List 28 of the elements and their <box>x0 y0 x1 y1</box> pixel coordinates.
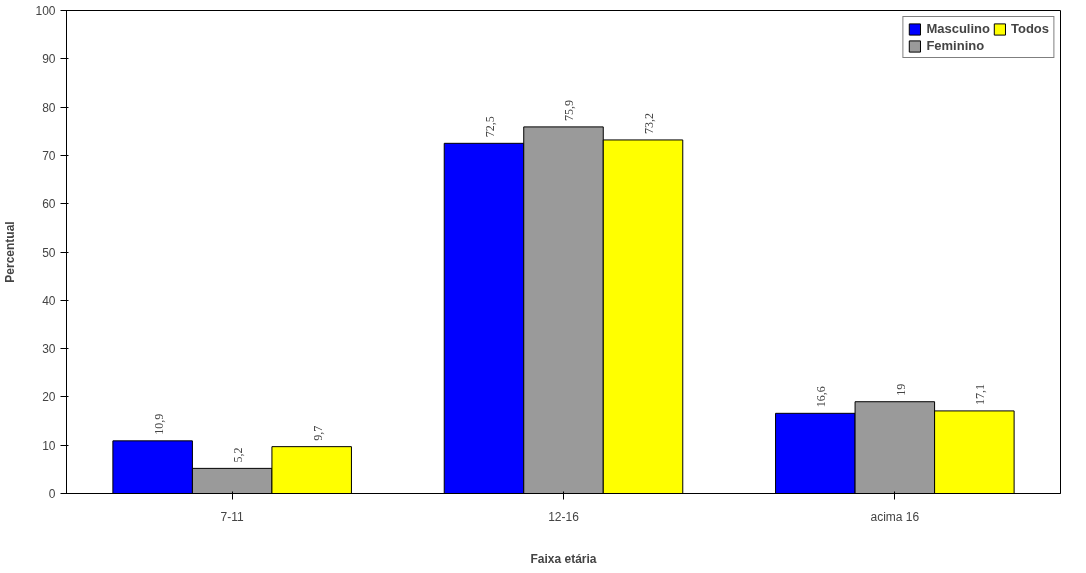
data-label: 73,2 <box>642 112 657 134</box>
legend-label: Feminino <box>926 38 985 53</box>
y-tick-label: 50 <box>42 245 56 260</box>
data-label: 16,6 <box>814 386 829 408</box>
data-label: 9,7 <box>310 425 325 441</box>
data-label: 19 <box>893 383 908 396</box>
x-axis-title: Faixa etária <box>530 551 597 566</box>
data-label: 75,9 <box>562 99 577 121</box>
data-label: 72,5 <box>482 116 497 138</box>
y-tick-label: 100 <box>35 4 56 18</box>
x-tick-label: 12-16 <box>548 509 580 524</box>
y-tick-label: 30 <box>42 342 56 357</box>
data-label: 5,2 <box>231 447 246 463</box>
x-tick-label: 7-11 <box>220 509 245 524</box>
y-tick-label: 40 <box>42 293 56 308</box>
legend-label: Masculino <box>926 21 990 36</box>
y-axis-title: Percentual <box>3 221 18 283</box>
y-tick-label: 60 <box>42 197 56 212</box>
x-tick-label: acima 16 <box>870 509 920 524</box>
y-tick-label: 90 <box>42 52 56 67</box>
y-tick-label: 0 <box>48 487 56 501</box>
y-tick-label: 80 <box>42 100 56 115</box>
data-label: 17,1 <box>973 383 988 405</box>
y-tick-label: 70 <box>42 148 56 163</box>
y-tick-label: 20 <box>42 390 56 405</box>
legend-label: Todos <box>1010 21 1049 36</box>
y-tick-label: 10 <box>42 438 56 453</box>
data-label: 10,9 <box>151 413 166 435</box>
